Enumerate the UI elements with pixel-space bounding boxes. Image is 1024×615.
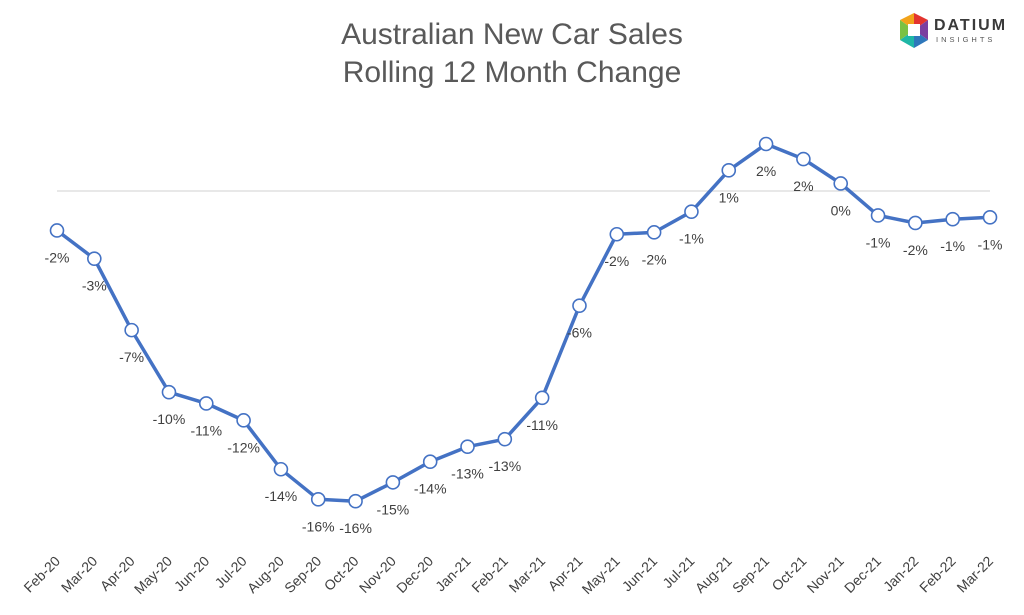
data-point-jun-20 [198,396,214,411]
data-label-sep-21: 2% [756,163,776,179]
x-tick-label-jan-22: Jan-22 [880,553,922,595]
data-label-jun-20: -11% [190,422,222,438]
x-tick-label-sep-21: Sep-21 [729,553,772,596]
x-tick-label-mar-21: Mar-21 [506,553,549,596]
x-tick-label-oct-21: Oct-21 [768,553,809,594]
data-point-sep-20 [310,492,326,507]
data-label-mar-22: -1% [978,236,1003,252]
data-point-sep-21 [758,136,774,152]
data-point-jul-21 [684,204,699,219]
data-label-mar-21: -11% [526,417,558,433]
x-tick-label-sep-20: Sep-20 [281,553,324,596]
data-point-dec-21 [870,208,886,223]
data-point-feb-20 [49,223,65,238]
x-tick-label-aug-21: Aug-21 [692,553,735,596]
chart-title-line-1: Australian New Car Sales [341,18,683,51]
x-tick-label-mar-20: Mar-20 [58,553,101,596]
x-tick-label-aug-20: Aug-20 [244,553,287,596]
data-point-may-21 [609,226,625,242]
data-point-jan-21 [460,439,475,454]
x-tick-label-jan-21: Jan-21 [432,553,474,595]
data-label-feb-22: -1% [940,238,965,254]
data-point-jul-20 [236,413,251,428]
data-label-may-20: -10% [153,411,186,427]
data-label-jul-20: -12% [227,439,260,455]
data-label-jan-22: -2% [903,242,928,258]
data-point-apr-20 [124,322,139,338]
x-tick-label-oct-20: Oct-20 [321,553,362,594]
datium-logo-icon [900,13,928,48]
chart-title: Australian New Car Sales Rolling 12 Mont… [0,16,1024,92]
data-label-apr-21: -6% [567,325,592,341]
data-label-jul-21: -1% [679,231,704,247]
data-label-mar-20: -3% [82,278,107,294]
data-label-nov-21: 0% [831,202,851,218]
x-tick-label-jun-21: Jun-21 [619,553,661,595]
data-point-aug-20 [273,461,289,477]
data-label-nov-20: -15% [377,501,410,517]
x-tick-label-mar-22: Mar-22 [953,553,996,596]
x-tick-label-dec-20: Dec-20 [393,553,436,596]
x-tick-label-dec-21: Dec-21 [841,553,884,596]
data-label-aug-21: 1% [719,189,739,205]
data-label-feb-20: -2% [45,249,70,265]
data-point-oct-20 [348,493,363,509]
x-tick-label-jun-20: Jun-20 [171,553,213,595]
data-point-apr-21 [572,298,587,313]
logo-wordmark: DATIUM [934,17,1008,34]
data-point-oct-21 [796,151,811,167]
data-label-jun-21: -2% [642,251,667,267]
data-label-apr-20: -7% [119,349,144,365]
data-point-feb-21 [497,431,513,447]
logo-subtitle: INSIGHTS [936,35,996,44]
x-tick-label-feb-20: Feb-20 [20,553,63,596]
data-label-oct-21: 2% [793,178,813,194]
data-point-feb-22 [945,211,960,227]
data-label-jan-21: -13% [451,466,484,482]
x-tick-label-may-20: May-20 [131,553,175,597]
data-point-mar-21 [534,390,550,406]
x-tick-label-feb-22: Feb-22 [916,553,959,596]
x-tick-label-nov-20: Nov-20 [356,553,399,596]
data-label-oct-20: -16% [339,520,372,536]
data-label-may-21: -2% [604,253,629,269]
data-label-sep-20: -16% [302,518,335,534]
x-tick-label-nov-21: Nov-21 [804,553,847,596]
data-label-dec-21: -1% [866,234,891,250]
data-point-jan-22 [908,215,923,231]
series-line [55,142,991,503]
x-tick-label-may-21: May-21 [579,553,623,597]
data-point-aug-21 [721,163,737,178]
x-tick-label-feb-21: Feb-21 [468,553,511,596]
data-label-dec-20: -14% [414,481,447,497]
data-label-aug-20: -14% [265,488,298,504]
data-point-nov-20 [385,475,401,490]
chart-title-line-2: Rolling 12 Month Change [342,56,682,89]
data-point-jun-21 [646,225,662,240]
data-label-feb-21: -13% [488,458,521,474]
data-point-mar-22 [982,210,998,225]
data-point-may-20 [161,384,177,400]
data-point-dec-20 [422,454,438,470]
data-point-mar-20 [87,251,102,266]
datium-logo: DATIUM INSIGHTS [896,12,1020,52]
data-point-nov-21 [833,176,849,191]
